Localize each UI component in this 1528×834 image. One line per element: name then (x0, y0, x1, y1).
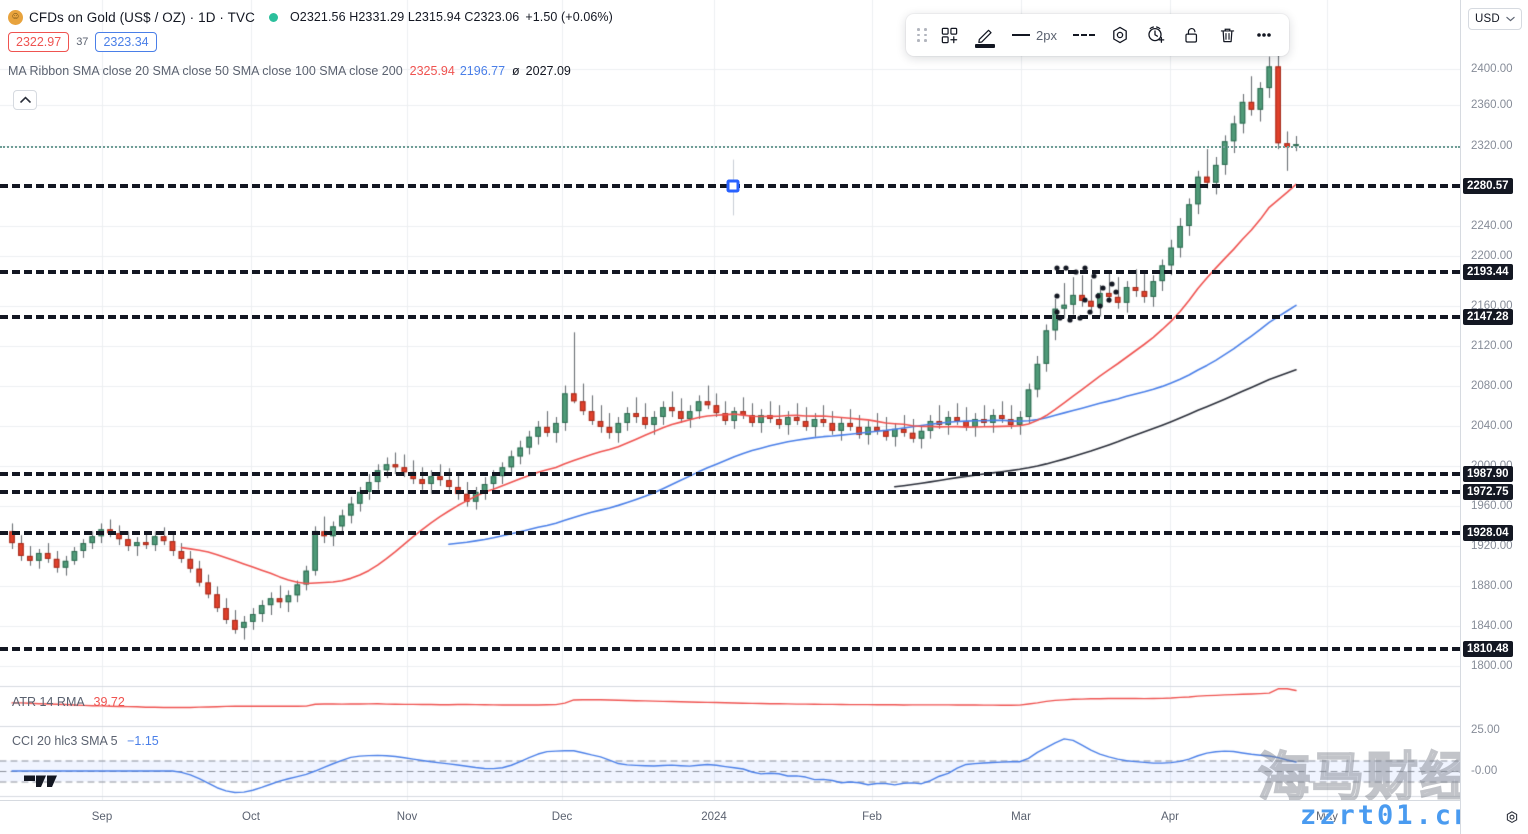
time-axis-tick: Nov (396, 811, 418, 823)
drawing-toolbar[interactable]: 2px (906, 14, 1289, 56)
line-width-label: 2px (1036, 27, 1057, 43)
price-axis-tick: -0.00 (1471, 765, 1498, 777)
price-level-badge[interactable]: 2280.57 (1463, 178, 1513, 194)
pencil-icon (977, 29, 992, 43)
price-level-badge[interactable]: 1987.90 (1463, 466, 1513, 482)
ma-slow-value: 2196.77 (459, 64, 506, 78)
atr-indicator-legend[interactable]: ATR 14 RMA 39.72 (12, 695, 125, 709)
time-axis[interactable]: Sep Oct Nov Dec 2024 Feb Mar Apr May (0, 800, 1528, 834)
horizontal-level-line[interactable] (0, 531, 1460, 535)
horizontal-level-line[interactable] (0, 472, 1460, 476)
ohlc-values: O2321.56 H2331.29 L2315.94 C2323.06 (289, 10, 520, 24)
templates-icon (941, 27, 957, 43)
price-axis-tick: 2200.00 (1471, 250, 1513, 262)
horizontal-level-line[interactable] (0, 490, 1460, 494)
drawing-selection-handle[interactable] (726, 179, 740, 193)
cci-indicator-legend[interactable]: CCI 20 hlc3 SMA 5 −1.15 (12, 734, 159, 748)
chart-settings-gear-icon[interactable] (1504, 810, 1520, 826)
price-axis-tick: 2400.00 (1471, 63, 1513, 75)
price-axis-tick: 1840.00 (1471, 620, 1513, 632)
add-alert-icon (1148, 26, 1165, 43)
price-axis-tick: 2320.00 (1471, 140, 1513, 152)
drag-handle-icon (917, 28, 927, 42)
candlestick-canvas[interactable] (0, 0, 1460, 800)
price-level-badge[interactable]: 2147.28 (1463, 309, 1513, 325)
selected-color-swatch (975, 44, 995, 48)
settings-button[interactable] (1103, 18, 1137, 52)
gold-coin-icon: ☺ (8, 9, 23, 25)
average-symbol: ø (512, 64, 520, 78)
change-value: +1.50 (+0.06%) (525, 10, 613, 24)
time-axis-tick: May (1316, 811, 1338, 823)
symbol-title[interactable]: CFDs on Gold (US$ / OZ) · 1D · TVC (29, 9, 255, 25)
ma-long-value: 2027.09 (525, 64, 571, 78)
unlock-icon (1185, 27, 1198, 43)
horizontal-level-line[interactable] (0, 315, 1460, 319)
time-axis-tick: Apr (1161, 811, 1179, 823)
price-level-badge[interactable]: 1810.48 (1463, 641, 1513, 657)
templates-button[interactable] (932, 18, 966, 52)
atr-value: 39.72 (93, 695, 125, 709)
ma-fast-value: 2325.94 (409, 64, 455, 78)
currency-selector[interactable]: USD (1468, 8, 1522, 30)
price-axis-tick: 2040.00 (1471, 420, 1513, 432)
spread-value: 37 (76, 36, 89, 48)
bid-price-pill[interactable]: 2322.97 (8, 32, 70, 52)
line-width-icon (1012, 34, 1030, 36)
price-axis-tick: 2120.00 (1471, 340, 1513, 352)
line-style-button[interactable] (1067, 18, 1101, 52)
market-status-dot (268, 12, 278, 22)
price-axis-tick: 2240.00 (1471, 220, 1513, 232)
chevron-up-icon (19, 96, 31, 103)
delete-button[interactable] (1211, 18, 1245, 52)
price-axis[interactable]: USD 2400.00 2360.00 2320.00 2240.00 2200.00 2… (1460, 0, 1528, 834)
time-axis-tick: Dec (551, 811, 573, 823)
ask-price-pill[interactable]: 2323.34 (95, 32, 157, 52)
time-axis-tick: Sep (91, 811, 113, 823)
legend-quote-row: 2322.97 37 2323.34 (8, 31, 613, 53)
ma-ribbon-label: MA Ribbon SMA close 20 SMA close 50 SMA … (8, 64, 403, 78)
time-axis-tick: Feb (862, 811, 882, 823)
time-axis-tick: Mar (1011, 811, 1031, 823)
time-axis-tick: Oct (242, 811, 260, 823)
price-axis-tick: 1880.00 (1471, 580, 1513, 592)
price-axis-tick: 1960.00 (1471, 500, 1513, 512)
time-axis-tick: 2024 (701, 811, 727, 823)
lock-button[interactable] (1175, 18, 1209, 52)
add-alert-button[interactable] (1139, 18, 1173, 52)
cci-label: CCI 20 hlc3 SMA 5 (12, 734, 118, 748)
price-axis-tick: 2080.00 (1471, 380, 1513, 392)
more-options-button[interactable] (1247, 18, 1281, 52)
cci-value: −1.15 (127, 734, 159, 748)
more-options-icon (1257, 33, 1271, 37)
tradingview-logo[interactable] (24, 766, 60, 793)
atr-label: ATR 14 RMA (12, 695, 85, 709)
indicator-legend-row[interactable]: MA Ribbon SMA close 20 SMA close 50 SMA … (8, 62, 613, 80)
chevron-down-icon (1506, 16, 1515, 22)
current-price-line (0, 146, 1460, 148)
legend-symbol-row: ☺ CFDs on Gold (US$ / OZ) · 1D · TVC O23… (8, 6, 613, 28)
toolbar-drag-handle[interactable] (914, 18, 930, 52)
horizontal-level-line[interactable] (0, 647, 1460, 651)
price-axis-tick: 25.00 (1471, 724, 1500, 736)
horizontal-level-line[interactable] (0, 270, 1460, 274)
price-level-badge[interactable]: 2193.44 (1463, 264, 1513, 280)
price-level-badge[interactable]: 1928.04 (1463, 525, 1513, 541)
price-axis-tick: 1800.00 (1471, 660, 1513, 672)
line-width-button[interactable]: 2px (1004, 18, 1065, 52)
settings-hexagon-icon (1113, 26, 1127, 44)
chart-legend: ☺ CFDs on Gold (US$ / OZ) · 1D · TVC O23… (8, 6, 613, 80)
line-color-button[interactable] (968, 18, 1002, 52)
currency-label: USD (1475, 13, 1500, 25)
dashed-line-icon (1072, 34, 1095, 36)
price-level-badge[interactable]: 1972.75 (1463, 484, 1513, 500)
chart-plot-area[interactable] (0, 0, 1460, 800)
trash-icon (1221, 28, 1235, 42)
price-axis-tick: 1920.00 (1471, 540, 1513, 552)
legend-collapse-button[interactable] (13, 90, 37, 110)
price-axis-tick: 2360.00 (1471, 99, 1513, 111)
